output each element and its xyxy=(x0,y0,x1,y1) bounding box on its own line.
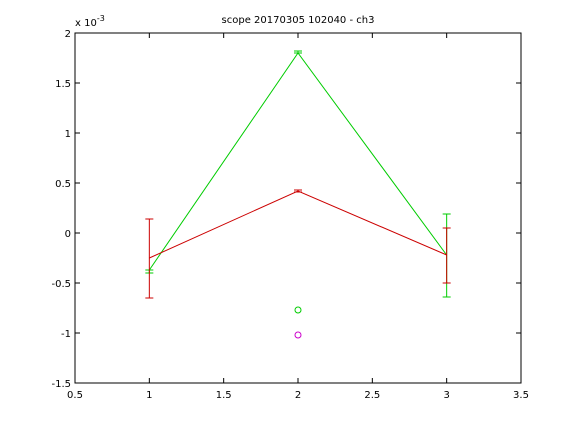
y-tick-label: 1.5 xyxy=(55,79,71,90)
axes-box xyxy=(74,32,522,384)
y-tick-label: -1 xyxy=(61,329,71,340)
x-tick-label: 3 xyxy=(443,390,449,401)
chart-title: scope 20170305 102040 - ch3 xyxy=(222,15,375,26)
circle-marker xyxy=(294,306,302,314)
circle-marker xyxy=(294,331,302,339)
x-tick-label: 3.5 xyxy=(513,390,529,401)
y-tick-label: -1.5 xyxy=(51,379,71,390)
y-tick-label: 1 xyxy=(65,129,71,140)
series-line-2 xyxy=(149,190,447,259)
y-tick-label: 2 xyxy=(65,29,71,40)
x-tick-label: 2 xyxy=(295,390,301,401)
marker-layer xyxy=(294,306,302,339)
y-tick-label: 0.5 xyxy=(55,179,71,190)
x-tick-label: 1.5 xyxy=(216,390,232,401)
y-exponent-label: x 10-3 xyxy=(75,14,105,29)
y-axis-ticks: -1.5 -1 -0.5 0 0.5 1 1.5 2 xyxy=(51,29,521,390)
x-axis-ticks: 0.5 1 1.5 2 2.5 3 3.5 xyxy=(67,33,529,401)
series-layer xyxy=(145,50,451,299)
x-tick-label: 1 xyxy=(146,390,152,401)
x-tick-label: 0.5 xyxy=(67,390,83,401)
x-tick-label: 2.5 xyxy=(364,390,380,401)
y-tick-label: -0.5 xyxy=(51,279,71,290)
y-tick-label: 0 xyxy=(65,229,71,240)
